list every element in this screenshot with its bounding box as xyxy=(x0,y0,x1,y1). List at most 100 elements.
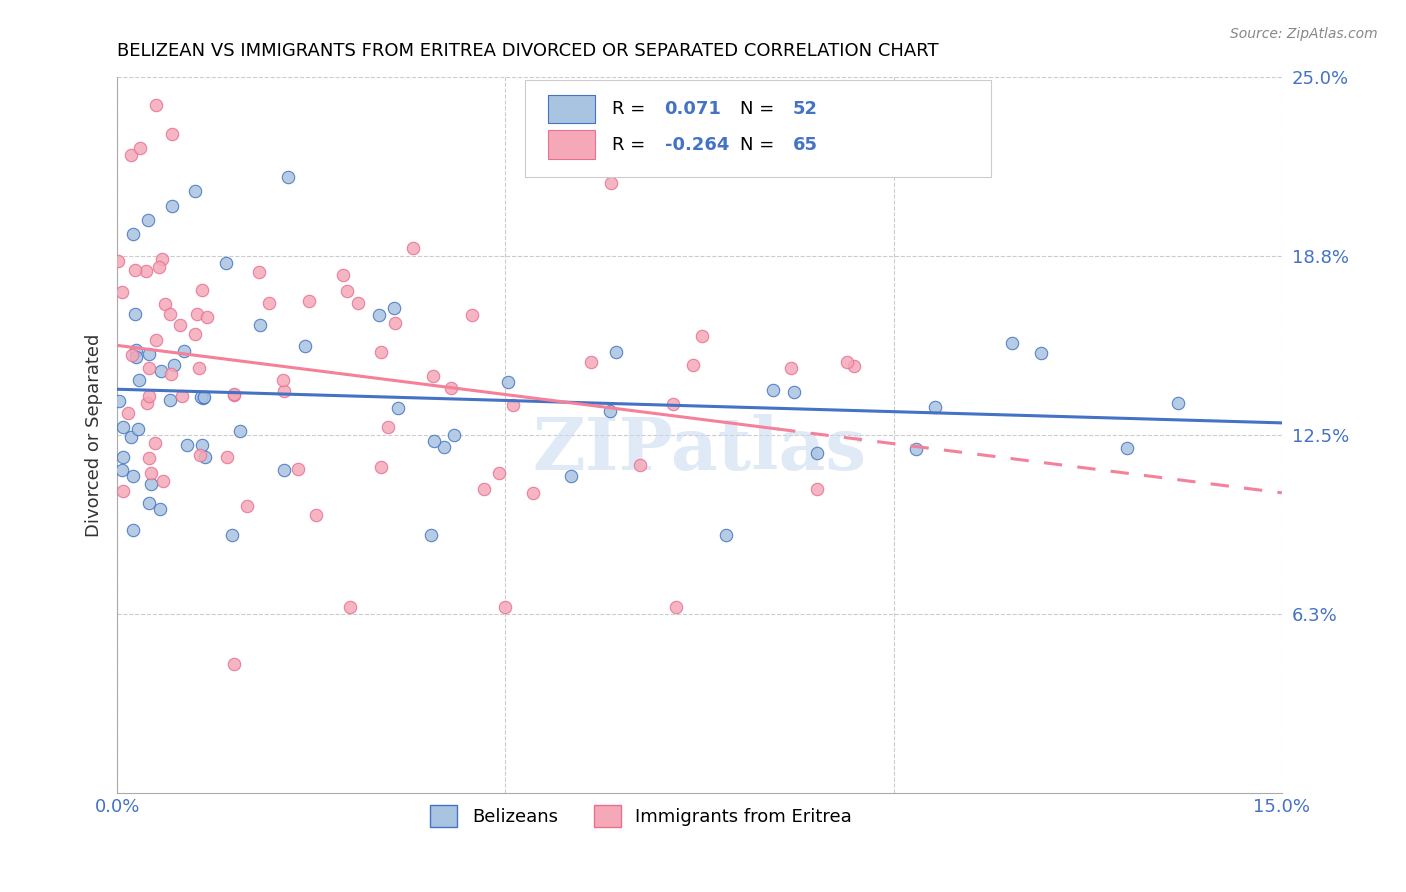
Point xyxy=(145,98,167,112)
Text: -0.264: -0.264 xyxy=(665,136,728,153)
Point xyxy=(191,437,214,451)
Point xyxy=(108,393,131,408)
Legend: Belizeans, Immigrants from Eritrea: Belizeans, Immigrants from Eritrea xyxy=(423,798,859,835)
Point xyxy=(221,528,243,542)
Point xyxy=(690,328,713,343)
Point xyxy=(173,344,195,359)
Point xyxy=(443,428,465,442)
Point xyxy=(780,361,803,376)
Point xyxy=(1167,396,1189,410)
Point xyxy=(121,347,143,361)
Point xyxy=(271,373,294,387)
Point xyxy=(191,283,214,297)
Point xyxy=(1029,346,1052,360)
Point xyxy=(332,268,354,282)
Point xyxy=(496,375,519,389)
Point xyxy=(125,350,148,364)
Point xyxy=(382,301,405,316)
Point xyxy=(488,466,510,480)
Point xyxy=(176,438,198,452)
Point xyxy=(277,169,299,184)
Point xyxy=(665,599,688,614)
Point xyxy=(139,466,162,480)
Point xyxy=(336,285,359,299)
Point xyxy=(122,468,145,483)
Point xyxy=(714,528,737,542)
Point xyxy=(170,389,193,403)
Point xyxy=(494,599,516,614)
Point xyxy=(384,316,406,330)
Point xyxy=(579,355,602,369)
Point xyxy=(160,127,183,141)
Point xyxy=(472,482,495,496)
Point xyxy=(247,265,270,279)
Point xyxy=(125,343,148,357)
Point xyxy=(783,384,806,399)
Text: 65: 65 xyxy=(793,136,818,153)
Point xyxy=(120,148,142,162)
Point xyxy=(111,450,134,464)
Point xyxy=(304,508,326,522)
FancyBboxPatch shape xyxy=(548,95,595,123)
Point xyxy=(124,307,146,321)
Point xyxy=(184,184,207,198)
Point xyxy=(127,422,149,436)
FancyBboxPatch shape xyxy=(548,130,595,159)
Text: Source: ZipAtlas.com: Source: ZipAtlas.com xyxy=(1230,27,1378,41)
Point xyxy=(422,368,444,383)
Point xyxy=(138,360,160,375)
Point xyxy=(149,502,172,516)
Point xyxy=(402,241,425,255)
Point xyxy=(662,397,685,411)
Text: ZIPatlas: ZIPatlas xyxy=(533,414,866,485)
Point xyxy=(186,307,208,321)
Point xyxy=(215,256,238,270)
Point xyxy=(169,318,191,333)
Point xyxy=(298,293,321,308)
Point xyxy=(184,326,207,341)
Point xyxy=(628,458,651,472)
Text: 0.071: 0.071 xyxy=(665,100,721,118)
Point xyxy=(222,388,245,402)
Point xyxy=(599,404,621,418)
Point xyxy=(370,344,392,359)
Point xyxy=(148,260,170,275)
Point xyxy=(136,396,159,410)
Point xyxy=(120,430,142,444)
Point xyxy=(522,486,544,500)
Point xyxy=(762,383,785,397)
Point xyxy=(152,475,174,489)
Text: R =: R = xyxy=(612,100,645,118)
Point xyxy=(924,400,946,414)
Point xyxy=(273,463,295,477)
Point xyxy=(187,360,209,375)
Y-axis label: Divorced or Separated: Divorced or Separated xyxy=(86,334,103,537)
Point xyxy=(110,285,132,300)
Point xyxy=(117,406,139,420)
Point xyxy=(502,398,524,412)
Point xyxy=(215,450,238,465)
Point xyxy=(605,345,627,359)
Point xyxy=(136,213,159,227)
Point xyxy=(377,420,399,434)
Point xyxy=(387,401,409,416)
Text: N =: N = xyxy=(741,136,775,153)
Point xyxy=(600,176,623,190)
Point xyxy=(844,359,866,373)
Point xyxy=(149,364,172,378)
FancyBboxPatch shape xyxy=(524,80,991,177)
Point xyxy=(273,384,295,398)
Point xyxy=(422,434,444,449)
Point xyxy=(224,387,246,401)
Point xyxy=(107,254,129,268)
Point xyxy=(229,424,252,438)
Point xyxy=(287,462,309,476)
Point xyxy=(143,435,166,450)
Point xyxy=(194,450,217,465)
Point xyxy=(193,390,215,404)
Point xyxy=(1001,335,1024,350)
Point xyxy=(806,483,828,497)
Point xyxy=(347,296,370,310)
Point xyxy=(159,392,181,407)
Text: R =: R = xyxy=(612,136,645,153)
